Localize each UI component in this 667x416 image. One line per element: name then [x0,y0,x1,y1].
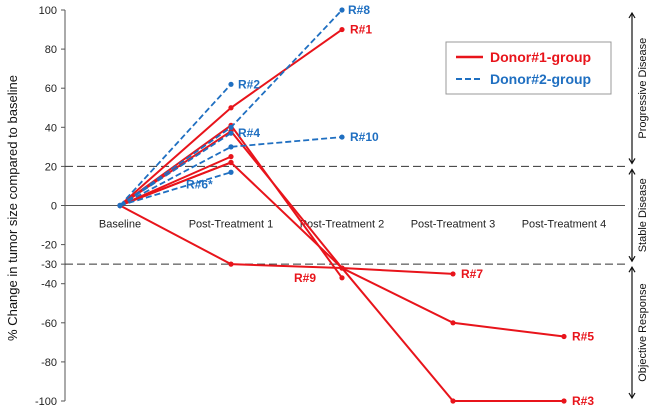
y-tick-label: 100 [39,5,57,17]
zone-arrow-bottom [628,255,636,263]
data-point [228,81,234,87]
data-point [228,130,234,136]
series-line-r6 [119,171,232,207]
zone-label: Stable Disease [637,178,649,252]
y-tick-label: -40 [41,279,57,291]
zone-arrow-bottom [628,158,636,165]
data-point [450,320,456,326]
axes: 100 80 60 40 20 0 -20 -30 -40 -60 -80 -100 Baseline P… [35,5,625,408]
data-point [450,398,456,404]
data-point [228,159,234,166]
zone-arrow-bottom [628,392,636,400]
response-zones: Progressive Disease Stable Disease Objecti… [628,11,649,400]
series-line-r4 [119,132,232,207]
zone-label: Objective Response [637,283,649,381]
data-point [339,26,345,33]
data-point [228,124,234,130]
x-tick-label: Post-Treatment 2 [300,219,385,231]
series-line-r7 [119,204,454,275]
x-tick-label: Post-Treatment 1 [189,219,274,231]
x-tick-label: Baseline [99,219,141,231]
data-point [228,144,234,150]
x-tick-label: Post-Treatment 4 [522,219,607,231]
series-label: R#2 [238,77,260,91]
y-tick-label: -60 [41,318,57,330]
series-label: R#7 [461,267,483,281]
zone-arrow-top [628,168,636,175]
series-label: R#6* [186,177,213,191]
data-point [228,105,234,111]
series-label: R#10 [350,130,379,144]
y-axis-label: % Change in tumor size compared to basel… [5,75,20,341]
y-tick-label: -20 [41,240,57,252]
y-tick-label: 0 [51,201,57,213]
series-label: R#5 [572,329,594,343]
data-point [339,134,345,140]
series-label: R#4 [238,126,260,140]
series-labels: R#1 R#9 R#7 R#5 R#3 R#8 R#2 R#4 R#10 R#6* [186,3,594,408]
y-tick-label: 40 [45,122,57,134]
series-label: R#3 [572,394,594,408]
data-point [228,154,234,160]
series-label: R#9 [294,271,316,285]
y-tick-label: -80 [41,357,57,369]
data-point [339,275,345,281]
data-point [561,333,567,340]
data-point [339,265,345,271]
data-point [228,169,234,175]
series-label: R#1 [350,23,372,37]
legend: Donor#1-group Donor#2-group [445,41,612,95]
series-line-r10 [119,136,343,207]
series-line-r1 [119,28,343,207]
legend-label-donor2: Donor#2-group [490,71,591,87]
data-point [561,398,567,404]
data-point [339,7,345,13]
y-tick-label: 20 [45,161,57,173]
data-point [117,202,123,209]
series-label: R#8 [348,3,370,17]
threshold-lines [65,165,625,265]
legend-label-donor1: Donor#1-group [490,49,591,65]
data-point [450,271,456,277]
y-tick-label: 80 [45,44,57,56]
zone-arrow-top [628,265,636,273]
y-tick-label: 60 [45,83,57,95]
zone-label: Progressive Disease [637,38,649,139]
legend-box [445,41,612,95]
x-tick-label: Post-Treatment 3 [411,219,496,231]
y-tick-label: -30 [41,259,57,271]
series-line-r2 [119,83,232,207]
series-lines [117,7,567,404]
data-point [228,261,234,267]
y-tick-label: -100 [35,396,57,408]
zone-arrow-top [628,11,636,19]
